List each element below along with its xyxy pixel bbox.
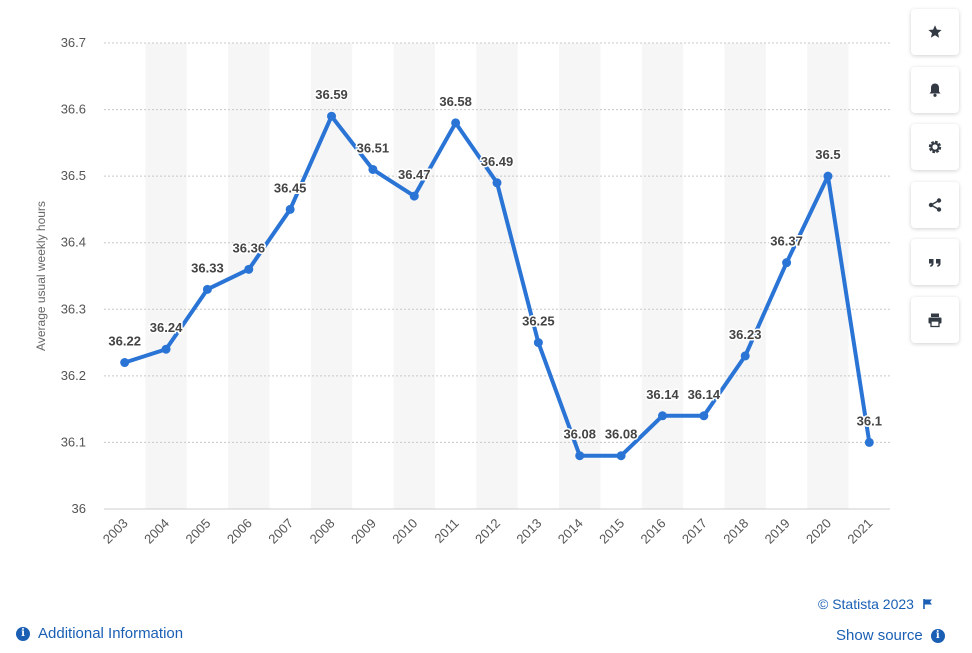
data-label: 36.58 [439,94,472,109]
category-band [145,43,187,509]
x-tick-label: 2007 [265,516,296,547]
data-point[interactable] [368,164,378,174]
data-label: 36.5 [815,147,840,162]
x-tick-label: 2003 [100,516,131,547]
data-point[interactable] [782,258,792,268]
data-point[interactable] [451,118,461,128]
star-icon [928,25,942,38]
x-tick-label: 2019 [762,516,793,547]
x-tick-label: 2012 [472,516,503,547]
data-label: 36.22 [108,334,141,349]
y-tick-label: 36.4 [61,235,86,250]
info-icon: i [16,626,30,641]
data-point[interactable] [575,451,585,461]
copyright-link[interactable]: © Statista 2023 [818,596,934,612]
data-point[interactable] [657,411,667,421]
category-band [641,43,684,509]
data-label: 36.59 [315,87,348,102]
show-source-link[interactable]: Show source i [836,627,945,644]
data-label: 36.08 [563,427,596,442]
data-label: 36.37 [770,234,803,249]
data-label: 36.1 [857,413,882,428]
data-point[interactable] [740,351,750,361]
y-tick-label: 36.3 [61,301,86,316]
quote-icon [929,259,941,267]
data-label: 36.45 [274,180,307,195]
y-tick-label: 36.6 [61,102,86,117]
bell-icon [929,83,941,97]
x-tick-label: 2016 [638,516,669,547]
data-label: 36.36 [233,240,266,255]
data-label: 36.08 [605,427,638,442]
info-icon: i [930,628,945,643]
data-point[interactable] [120,358,130,368]
category-band [476,43,518,509]
data-label: 36.14 [688,387,721,402]
y-tick-label: 36 [72,501,86,516]
print-icon [928,313,942,327]
x-tick-label: 2021 [844,516,875,547]
y-axis-title: Average usual weekly hours [34,201,48,351]
bell-button[interactable] [911,66,959,113]
data-label: 36.51 [357,140,390,155]
data-label: 36.47 [398,167,431,182]
copyright-text: © Statista 2023 [818,596,914,612]
data-label: 36.24 [150,320,183,335]
share-icon [928,197,942,212]
y-tick-label: 36.2 [61,368,86,383]
flag-icon [923,599,932,609]
data-point[interactable] [616,451,626,461]
data-point[interactable] [864,437,874,447]
y-tick-label: 36.7 [61,35,86,50]
gear-button[interactable] [911,124,959,170]
share-button[interactable] [911,181,959,228]
additional-information-label: Additional Information [38,625,184,642]
y-tick-label: 36.5 [61,168,86,183]
data-point[interactable] [409,191,419,201]
x-tick-label: 2017 [679,516,710,547]
data-point[interactable] [699,411,709,421]
line-chart: 36 36.1 36.2 36.3 36.4 36.5 36.6 36.7 2003 2004 20… [34,35,890,547]
data-point[interactable] [161,344,171,354]
x-tick-label: 2005 [182,516,213,547]
category-band [724,43,766,509]
additional-information-link[interactable]: i Additional Information [16,625,183,642]
gear-icon [928,140,942,154]
data-label: 36.23 [729,327,762,342]
data-point[interactable] [492,178,502,188]
quote-button[interactable] [911,239,959,285]
x-tick-label: 2006 [224,516,255,547]
x-tick-label: 2018 [720,516,751,547]
data-point[interactable] [244,264,254,274]
category-band [393,43,435,509]
data-label: 36.49 [481,154,514,169]
data-point[interactable] [533,338,543,348]
x-tick-label: 2004 [141,516,172,547]
x-tick-label: 2008 [307,516,338,547]
print-button[interactable] [911,296,959,343]
x-tick-label: 2013 [513,516,544,547]
x-tick-label: 2011 [431,516,461,546]
data-label: 36.25 [522,314,555,329]
data-point[interactable] [285,204,295,214]
data-label: 36.33 [191,260,224,275]
y-tick-label: 36.1 [61,434,86,449]
data-point[interactable] [823,171,833,181]
x-tick-label: 2014 [555,516,586,547]
x-tick-label: 2010 [389,516,420,547]
data-point[interactable] [202,284,212,294]
data-point[interactable] [327,111,337,121]
star-button[interactable] [911,9,959,55]
x-tick-label: 2009 [348,516,379,547]
x-tick-label: 2015 [596,516,627,547]
show-source-label: Show source [836,627,923,644]
category-band [559,43,601,509]
x-tick-label: 2020 [803,516,834,547]
data-label: 36.14 [646,387,679,402]
